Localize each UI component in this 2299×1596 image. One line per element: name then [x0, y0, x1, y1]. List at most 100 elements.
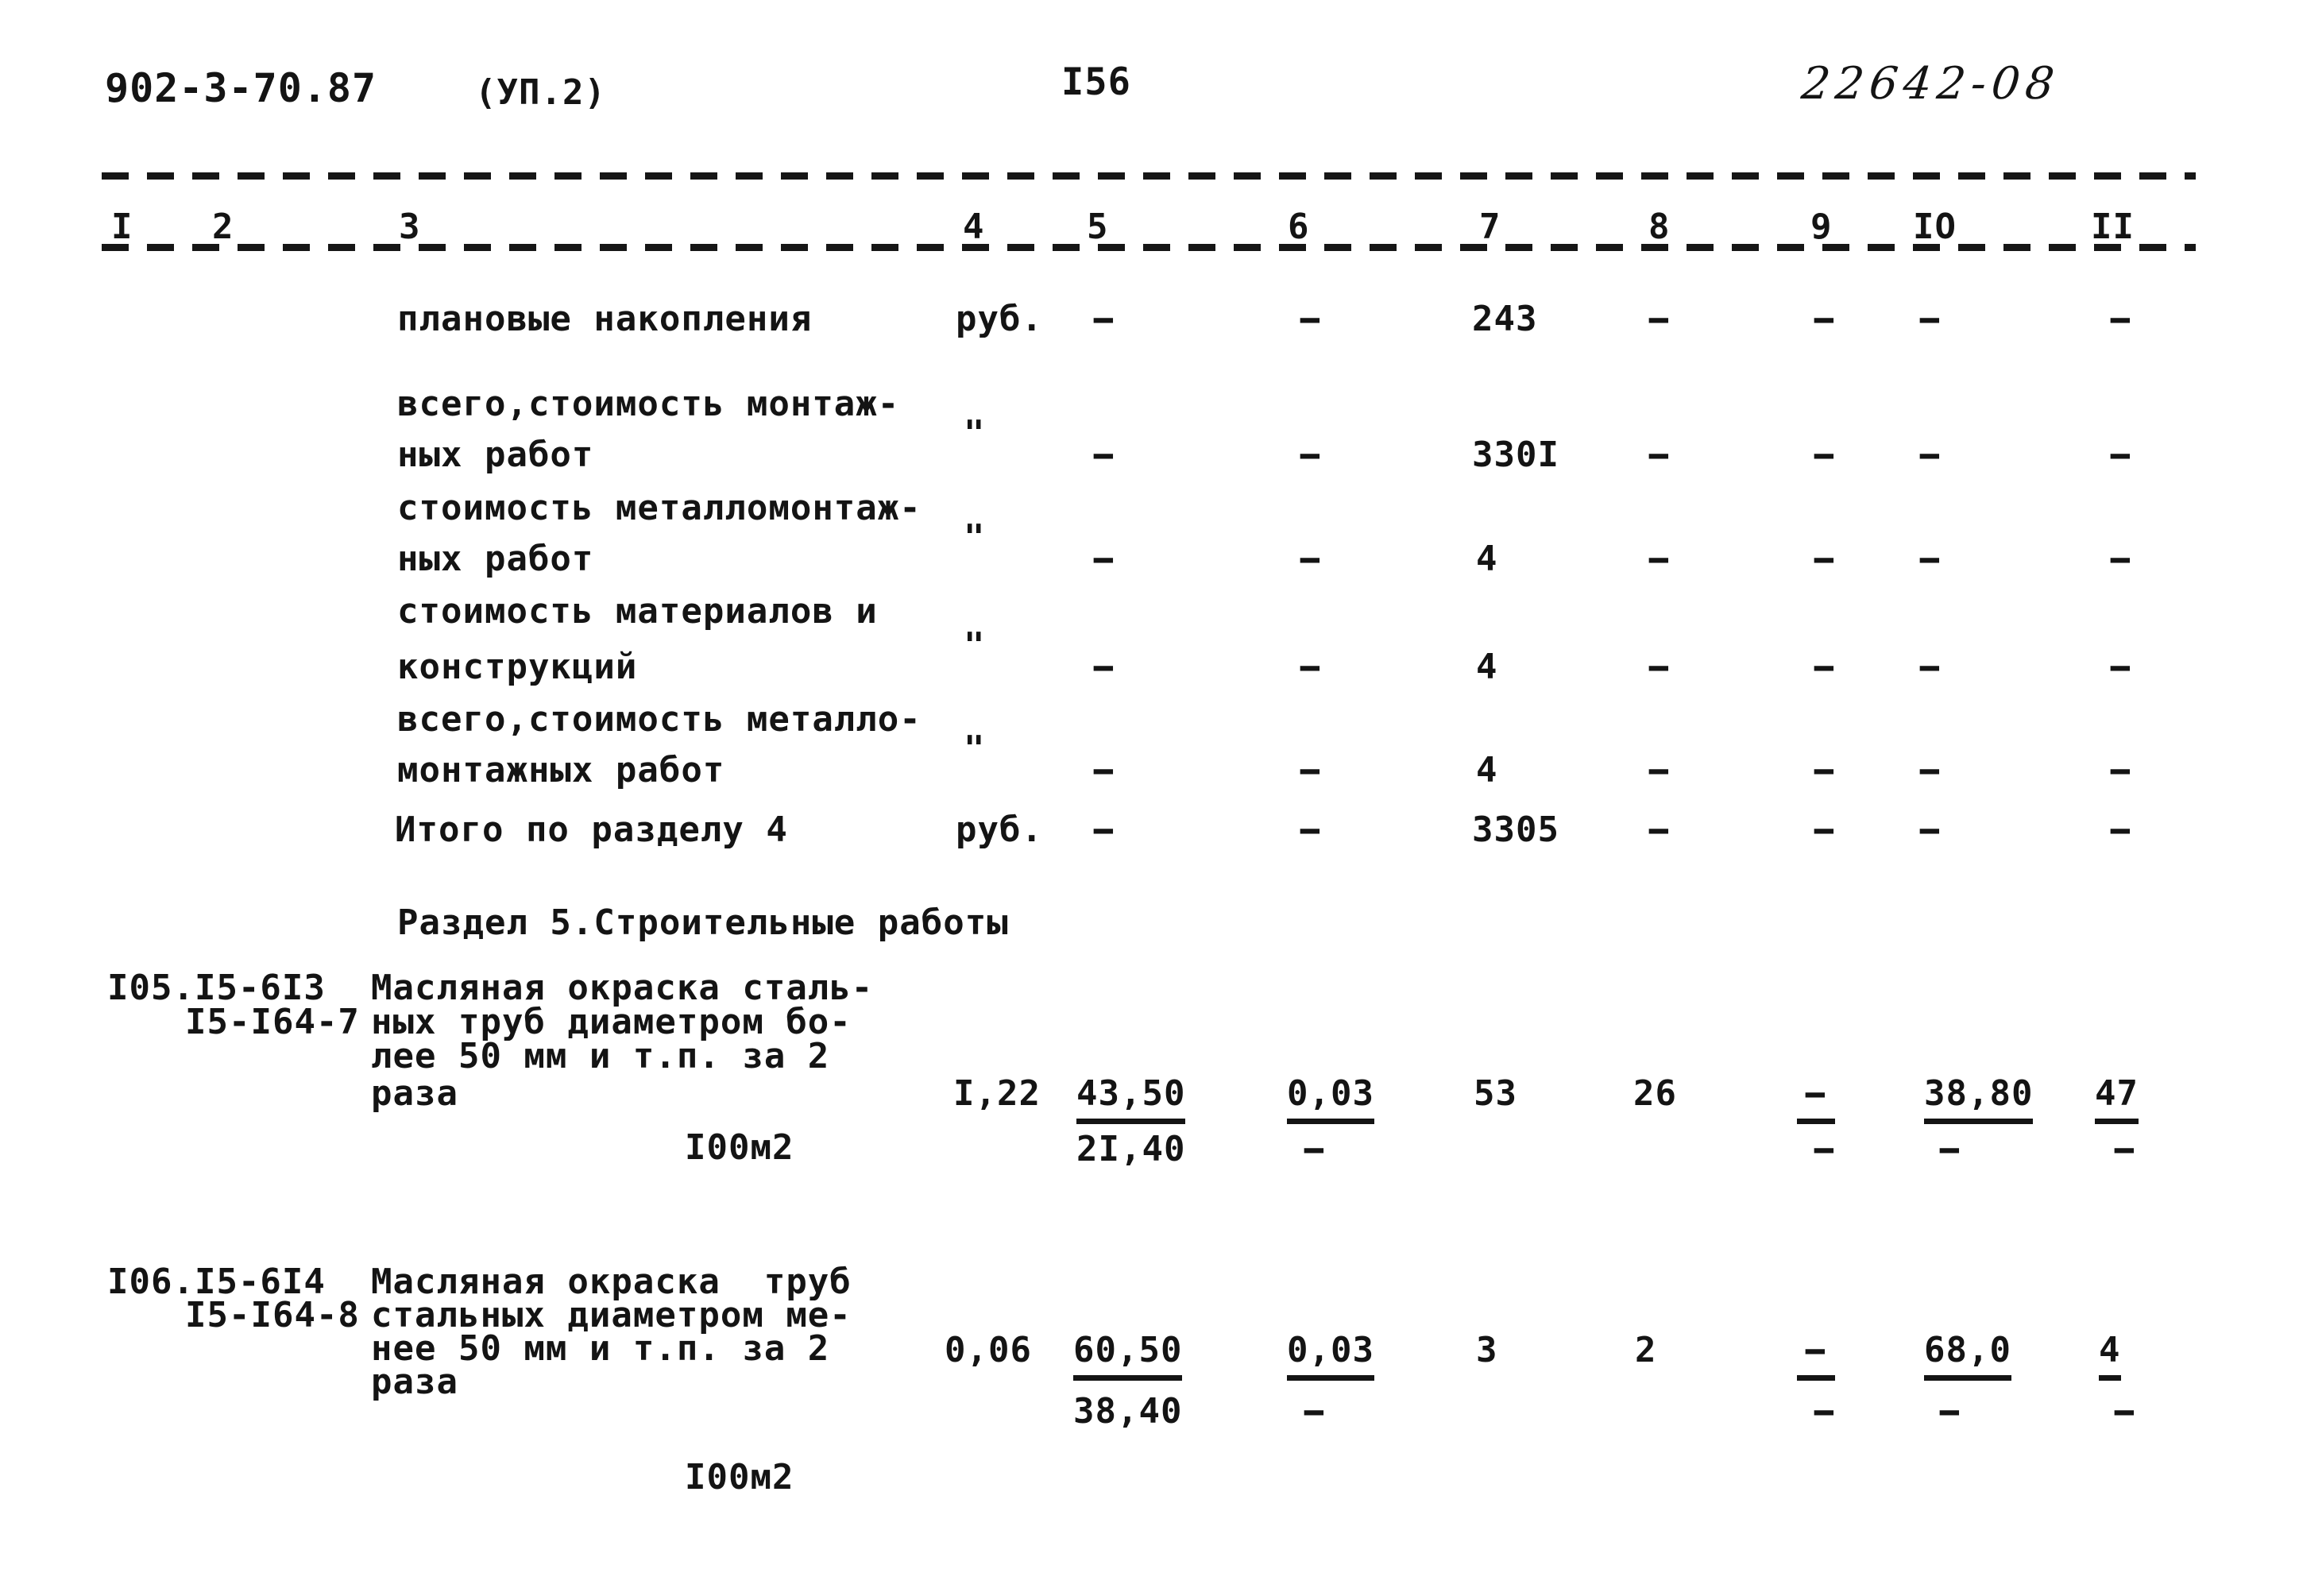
col-header-5: 5 [1087, 207, 1109, 247]
item105-c10-top: 38,80 [1924, 1076, 2034, 1124]
item106-c6-bottom: - [1295, 1391, 1335, 1432]
row1-unit: руб. [956, 299, 1043, 339]
col-header-10: IO [1913, 207, 1957, 247]
row5-c6: - [1291, 750, 1331, 790]
item106-code-line2: I5-I64-8 [185, 1295, 360, 1335]
row1-label: плановые накопления [397, 299, 813, 339]
row6-c10: - [1911, 810, 1950, 850]
row3-label-line2: ных работ [397, 539, 594, 579]
row1-c6: - [1291, 299, 1331, 339]
item105-c5-top: 43,50 [1076, 1076, 1186, 1124]
row4-label-line1: стоимость материалов и [397, 591, 878, 632]
item106-unit: I00м2 [685, 1457, 794, 1497]
item106-c10-top: 68,0 [1924, 1333, 2011, 1381]
col-header-7: 7 [1479, 207, 1501, 247]
row4-c10: - [1911, 647, 1950, 687]
item106-c9-top: - [1796, 1333, 1835, 1381]
dashed-rule-top [102, 172, 2196, 180]
item106-c9-bottom: - [1805, 1391, 1845, 1432]
row5-c5: - [1084, 750, 1124, 790]
row2-c11: - [2101, 435, 2141, 475]
item105-c6-top: 0,03 [1287, 1076, 1374, 1124]
row2-c10: - [1911, 435, 1950, 475]
row3-c7: 4 [1476, 539, 1498, 579]
item106-c8: 2 [1635, 1330, 1657, 1370]
item105-c11-bottom: - [2105, 1129, 2145, 1169]
row6-c5: - [1084, 810, 1124, 850]
row6-label: Итого по разделу 4 [395, 810, 788, 850]
item106-c11-bottom: - [2105, 1391, 2145, 1432]
item106-desc-line1: Масляная окраска труб [371, 1262, 852, 1302]
row1-c8: - [1640, 299, 1679, 339]
item105-c9-top: - [1796, 1076, 1835, 1124]
series-label: (УП.2) [475, 72, 606, 113]
item105-c11-top: 47 [2095, 1076, 2139, 1124]
row3-c10: - [1911, 539, 1950, 579]
item105-desc-line1: Масляная окраска сталь- [371, 968, 874, 1008]
row2-label-line1: всего,стоимость монтаж- [397, 384, 900, 424]
item105-code-line1: I05.I5-6I3 [107, 968, 326, 1008]
row1-c5: - [1084, 299, 1124, 339]
section5-title: Раздел 5.Строительные работы [397, 902, 1009, 943]
item106-desc-line3: нее 50 мм и т.п. за 2 [371, 1328, 830, 1369]
row3-c9: - [1805, 539, 1845, 579]
item106-desc-line4: раза [371, 1362, 458, 1402]
row2-c5: - [1084, 435, 1124, 475]
item106-qty: 0,06 [945, 1330, 1032, 1370]
item105-c10-bottom: - [1930, 1129, 1970, 1169]
row6-c7: 3305 [1472, 810, 1559, 850]
handwritten-code: 22642-08 [1799, 58, 2062, 110]
row5-c8: - [1640, 750, 1679, 790]
row2-c7: 330I [1472, 435, 1559, 475]
row5-c10: - [1911, 750, 1950, 790]
col-header-8: 8 [1648, 207, 1671, 247]
row5-c11: - [2101, 750, 2141, 790]
row5-c9: - [1805, 750, 1845, 790]
item105-desc-line2: ных труб диаметром бо- [371, 1002, 852, 1042]
row6-c8: - [1640, 810, 1679, 850]
row1-c7: 243 [1472, 299, 1538, 339]
row2-label-line2: ных работ [397, 435, 594, 475]
row6-unit: руб. [956, 810, 1043, 850]
row4-label-line2: конструкций [397, 647, 638, 687]
row3-c8: - [1640, 539, 1679, 579]
row4-c6: - [1291, 647, 1331, 687]
item105-unit: I00м2 [685, 1127, 794, 1168]
item106-code-line1: I06.I5-6I4 [107, 1262, 326, 1302]
row5-unit-ditto: " [964, 728, 986, 769]
item105-c9-bottom: - [1805, 1129, 1845, 1169]
row4-c7: 4 [1476, 647, 1498, 687]
row3-c5: - [1084, 539, 1124, 579]
row2-c8: - [1640, 435, 1679, 475]
item106-c5-top: 60,50 [1073, 1333, 1183, 1381]
row3-label-line1: стоимость металломонтаж- [397, 488, 922, 528]
row4-c5: - [1084, 647, 1124, 687]
row4-unit-ditto: " [964, 625, 986, 666]
row3-c6: - [1291, 539, 1331, 579]
row4-c9: - [1805, 647, 1845, 687]
item106-c10-bottom: - [1930, 1391, 1970, 1432]
row6-c6: - [1291, 810, 1331, 850]
item105-c5-bottom: 2I,40 [1076, 1129, 1186, 1169]
row4-c8: - [1640, 647, 1679, 687]
row6-c9: - [1805, 810, 1845, 850]
col-header-6: 6 [1288, 207, 1310, 247]
item105-c6-bottom: - [1295, 1129, 1335, 1169]
row1-c9: - [1805, 299, 1845, 339]
item106-c5-bottom: 38,40 [1073, 1391, 1183, 1432]
row3-c11: - [2101, 539, 2141, 579]
row2-c9: - [1805, 435, 1845, 475]
row5-c7: 4 [1476, 750, 1498, 790]
item105-desc-line4: раза [371, 1073, 458, 1114]
col-header-2: 2 [212, 207, 234, 247]
item105-c7: 53 [1474, 1073, 1517, 1114]
row5-label-line2: монтажных работ [397, 750, 725, 790]
item105-c8: 26 [1633, 1073, 1677, 1114]
row2-unit-ditto: " [964, 413, 986, 454]
doc-number: 902-3-70.87 [105, 65, 377, 111]
row5-label-line1: всего,стоимость металло- [397, 699, 922, 740]
item106-c6-top: 0,03 [1287, 1333, 1374, 1381]
item106-c11-top: 4 [2099, 1333, 2121, 1381]
row2-c6: - [1291, 435, 1331, 475]
